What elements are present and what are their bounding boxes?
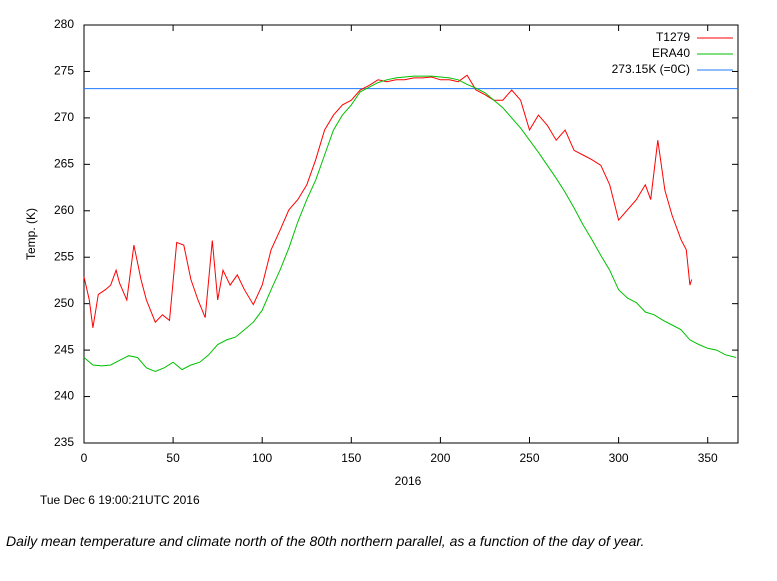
plot-frame — [83, 24, 739, 444]
y-tick-label: 280 — [54, 17, 74, 31]
x-tick-label: 50 — [166, 451, 180, 465]
timestamp: Tue Dec 6 19:00:21UTC 2016 — [40, 493, 200, 507]
x-tick-label: 250 — [519, 451, 539, 465]
y-tick-label: 260 — [54, 203, 74, 217]
legend-label: T1279 — [656, 30, 690, 44]
y-tick-label: 235 — [54, 435, 74, 449]
x-tick-label: 200 — [430, 451, 450, 465]
y-axis-label: Temp. (K) — [24, 208, 38, 260]
y-tick-label: 270 — [54, 110, 74, 124]
x-tick-label: 150 — [341, 451, 361, 465]
chart: 2016 Temp. (K) Tue Dec 6 19:00:21UTC 201… — [24, 17, 739, 507]
x-axis-label: 2016 — [395, 474, 422, 488]
y-tick-label: 255 — [54, 249, 74, 263]
y-tick-label: 265 — [54, 157, 74, 171]
caption: Daily mean temperature and climate north… — [6, 533, 645, 549]
x-tick-label: 350 — [698, 451, 718, 465]
legend-label: ERA40 — [652, 46, 690, 60]
x-tick-label: 100 — [252, 451, 272, 465]
y-tick-label: 250 — [54, 296, 74, 310]
x-tick-label: 300 — [609, 451, 629, 465]
series-line — [83, 74, 693, 328]
series-line — [83, 75, 737, 373]
y-tick-label: 245 — [54, 342, 74, 356]
legend-label: 273.15K (=0C) — [612, 62, 690, 76]
y-tick-label: 275 — [54, 64, 74, 78]
y-tick-label: 240 — [54, 389, 74, 403]
x-tick-label: 0 — [81, 451, 88, 465]
